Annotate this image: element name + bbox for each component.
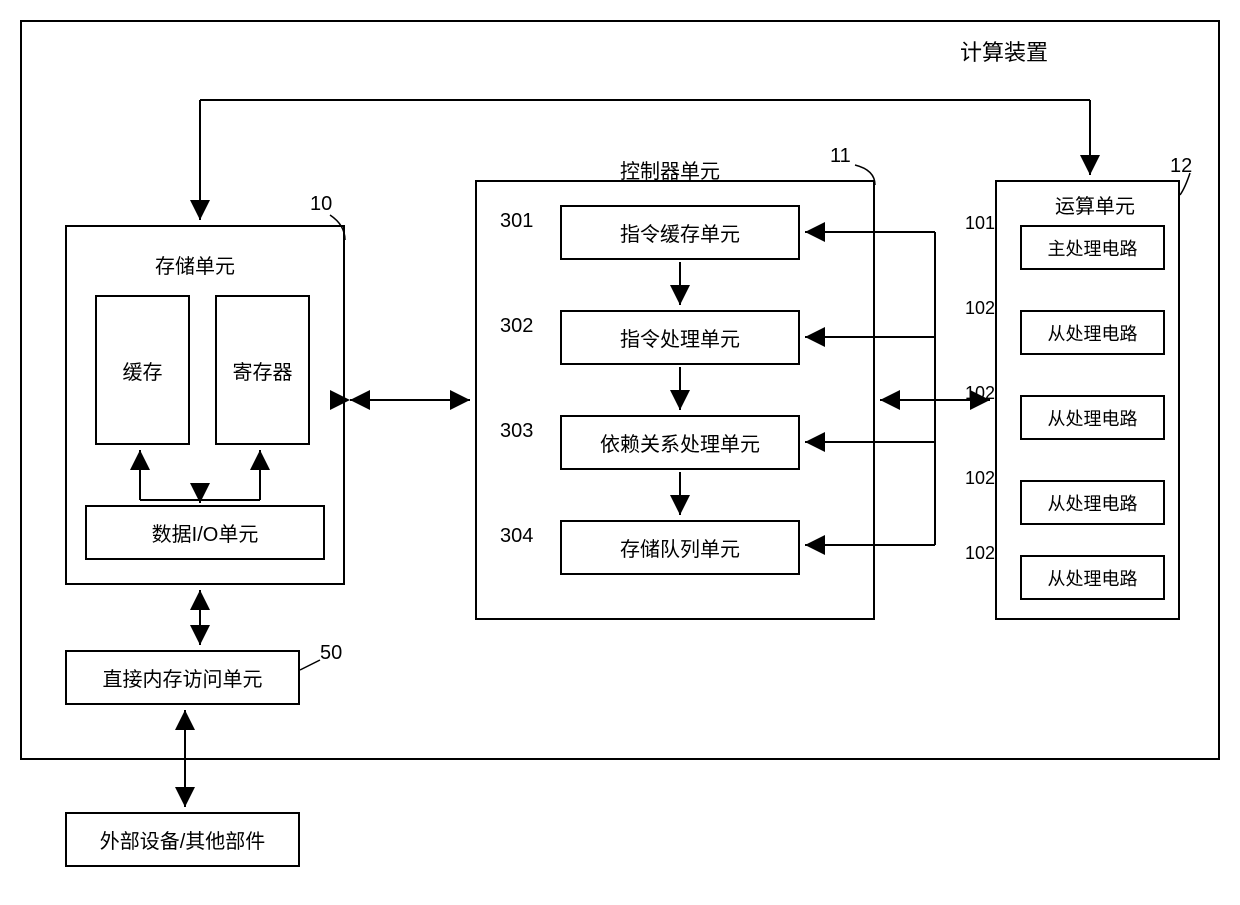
io-unit-label: 数据I/O单元 xyxy=(152,518,259,547)
controller-unit-id: 11 xyxy=(830,145,851,168)
ctrl-item-2: 依赖关系处理单元 xyxy=(560,415,800,470)
comp-item-0: 主处理电路 xyxy=(1020,225,1165,270)
ctrl-item-1-label: 指令处理单元 xyxy=(620,323,740,352)
cache-box: 缓存 xyxy=(95,295,190,445)
diagram-title: 计算装置 xyxy=(960,35,1048,67)
comp-item-4: 从处理电路 xyxy=(1020,555,1165,600)
ctrl-item-2-id: 303 xyxy=(500,420,533,443)
dma-label: 直接内存访问单元 xyxy=(103,663,263,692)
ctrl-item-1-id: 302 xyxy=(500,315,533,338)
ctrl-item-3: 存储队列单元 xyxy=(560,520,800,575)
storage-unit-id: 10 xyxy=(310,193,332,216)
external-box: 外部设备/其他部件 xyxy=(65,812,300,867)
cache-label: 缓存 xyxy=(123,356,163,385)
register-label: 寄存器 xyxy=(233,356,293,385)
comp-item-2-label: 从处理电路 xyxy=(1048,405,1138,431)
comp-item-4-label: 从处理电路 xyxy=(1048,565,1138,591)
comp-item-0-id: 101 xyxy=(965,213,995,234)
comp-item-4-id: 102 xyxy=(965,543,995,564)
compute-unit-title: 运算单元 xyxy=(1055,190,1135,219)
comp-item-3: 从处理电路 xyxy=(1020,480,1165,525)
comp-item-3-label: 从处理电路 xyxy=(1048,490,1138,516)
diagram-canvas: 计算装置 存储单元 10 缓存 寄存器 数据I/O单元 直接内存访问单元 50 … xyxy=(0,0,1240,905)
comp-item-1-label: 从处理电路 xyxy=(1048,320,1138,346)
register-box: 寄存器 xyxy=(215,295,310,445)
dma-id: 50 xyxy=(320,642,342,665)
comp-item-2: 从处理电路 xyxy=(1020,395,1165,440)
ctrl-item-3-id: 304 xyxy=(500,525,533,548)
comp-item-0-label: 主处理电路 xyxy=(1048,235,1138,261)
ctrl-item-0: 指令缓存单元 xyxy=(560,205,800,260)
comp-item-3-id: 102 xyxy=(965,468,995,489)
compute-unit-id: 12 xyxy=(1170,155,1192,178)
comp-item-1-id: 102 xyxy=(965,298,995,319)
ctrl-item-0-id: 301 xyxy=(500,210,533,233)
ctrl-item-2-label: 依赖关系处理单元 xyxy=(600,428,760,457)
comp-item-1: 从处理电路 xyxy=(1020,310,1165,355)
comp-item-2-id: 102 xyxy=(965,383,995,404)
external-label: 外部设备/其他部件 xyxy=(100,825,266,854)
storage-unit-title: 存储单元 xyxy=(155,250,235,279)
dma-box: 直接内存访问单元 xyxy=(65,650,300,705)
io-unit-box: 数据I/O单元 xyxy=(85,505,325,560)
controller-unit-title: 控制器单元 xyxy=(620,155,720,184)
ctrl-item-3-label: 存储队列单元 xyxy=(620,533,740,562)
ctrl-item-0-label: 指令缓存单元 xyxy=(620,218,740,247)
ctrl-item-1: 指令处理单元 xyxy=(560,310,800,365)
